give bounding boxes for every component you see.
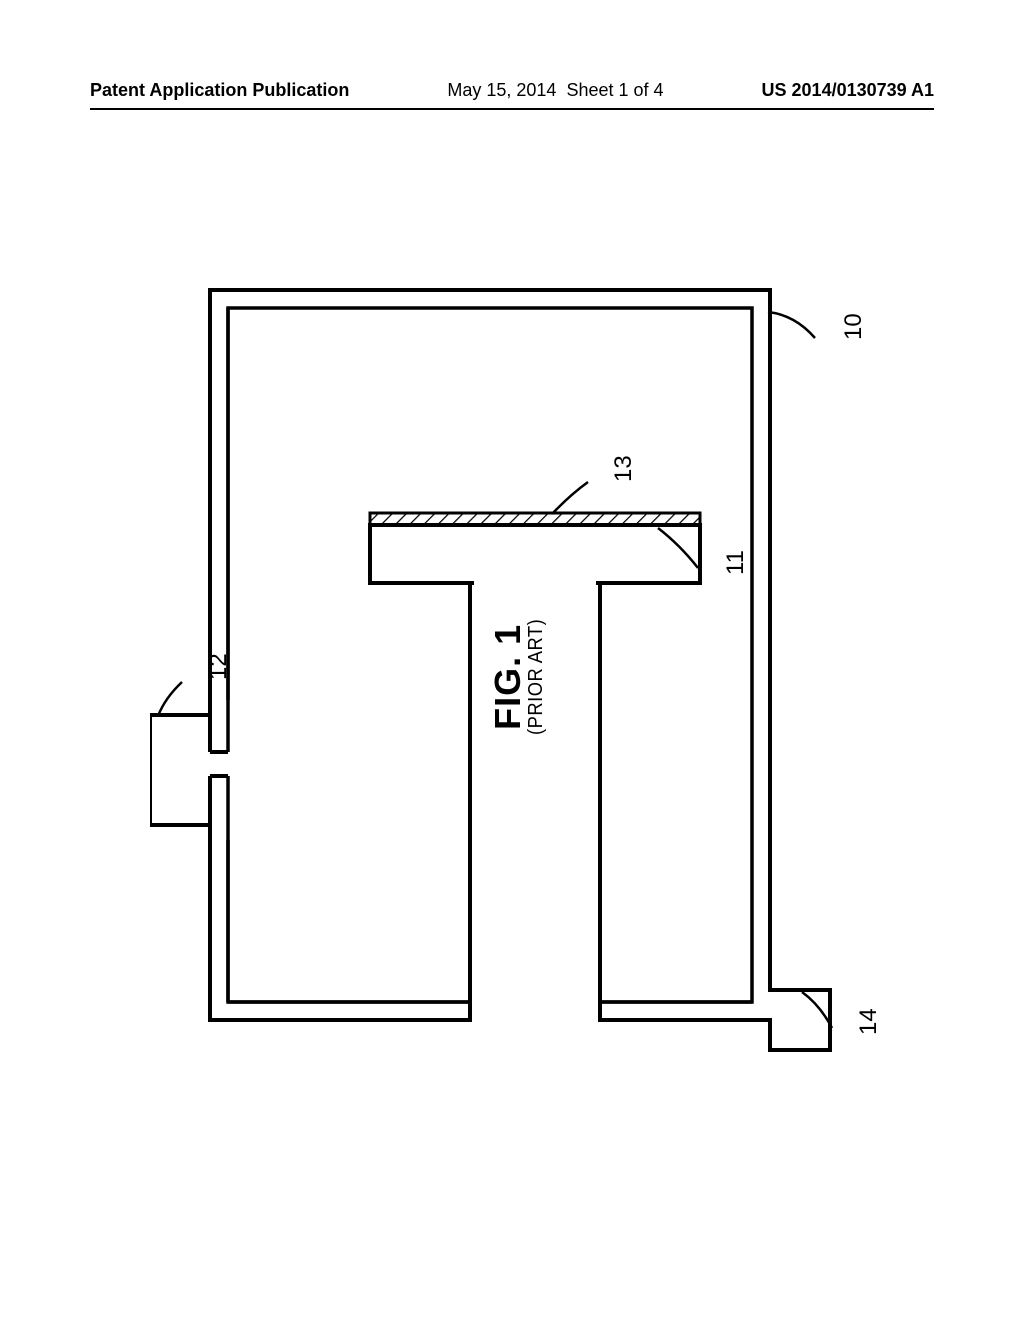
label-10: 10 [840, 313, 868, 340]
header-date: May 15, 2014 [447, 80, 556, 100]
header-date-sheet: May 15, 2014 Sheet 1 of 4 [447, 80, 663, 101]
pedestal [210, 525, 770, 1024]
label-13: 13 [610, 455, 638, 482]
figure-1: 10 14 12 13 11 FIG. 1 (PRIOR ART) [150, 260, 850, 1080]
page-header: Patent Application Publication May 15, 2… [0, 80, 1024, 101]
label-11: 11 [722, 550, 750, 575]
label-14: 14 [855, 1008, 883, 1035]
header-rule [90, 108, 934, 110]
header-pubnum: US 2014/0130739 A1 [762, 80, 934, 101]
header-publication: Patent Application Publication [90, 80, 349, 101]
figure-subtitle: (PRIOR ART) [526, 619, 546, 735]
header-sheet: Sheet 1 of 4 [566, 80, 663, 100]
wafer-layer [370, 513, 700, 525]
figure-title: FIG. 1 [490, 614, 526, 740]
label-12: 12 [205, 653, 233, 680]
figure-caption: FIG. 1 (PRIOR ART) [490, 614, 546, 740]
